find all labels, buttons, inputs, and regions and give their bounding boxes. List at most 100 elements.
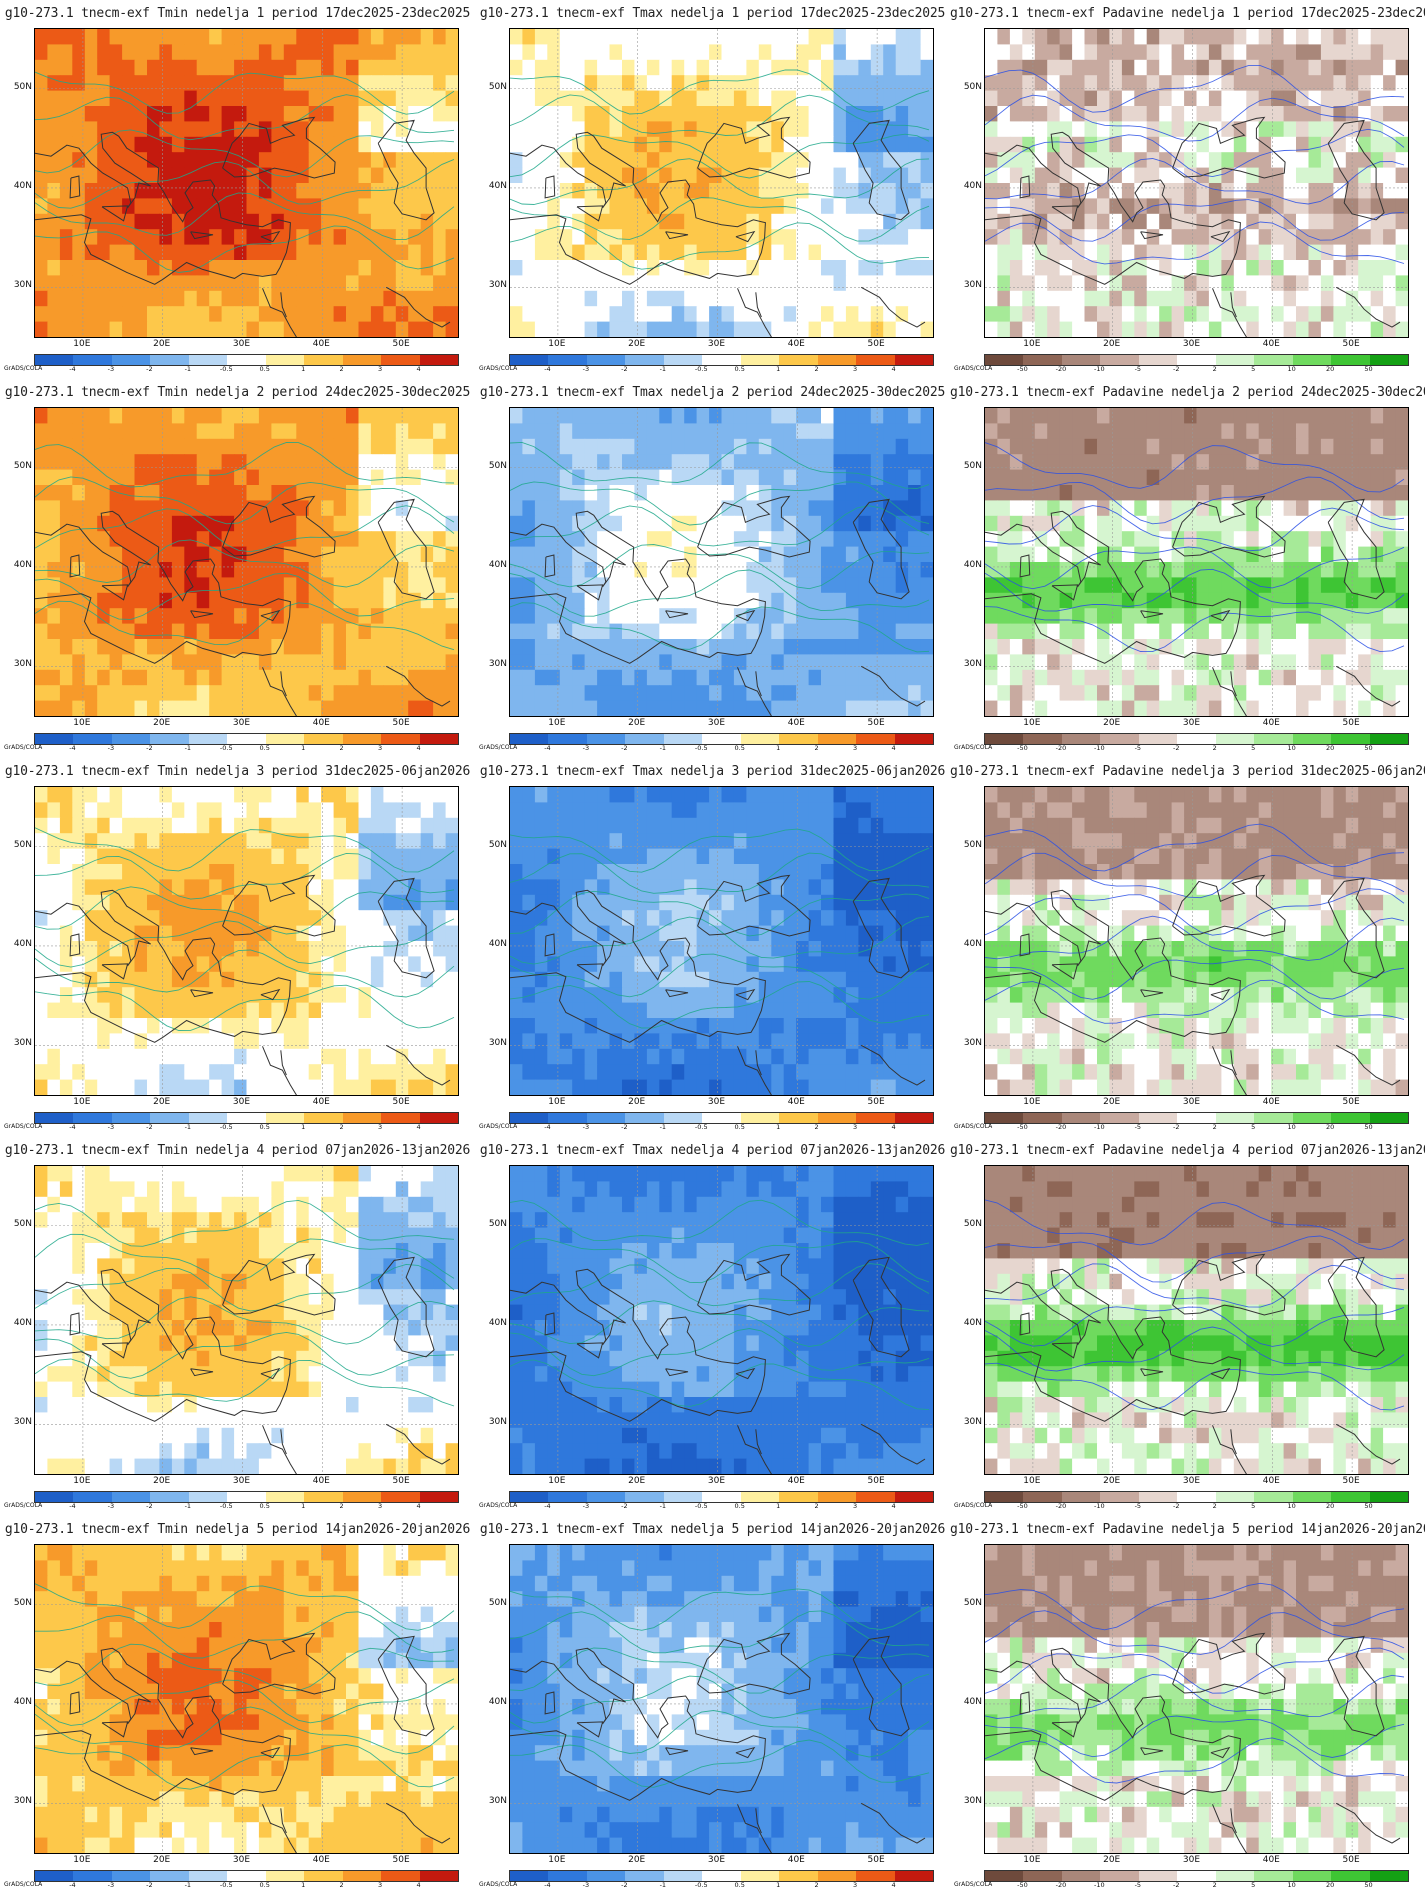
anomaly-cell <box>534 639 548 655</box>
anomaly-cell <box>895 229 909 246</box>
anomaly-cell <box>1134 700 1148 716</box>
anomaly-cell <box>445 136 458 153</box>
anomaly-cell <box>1171 669 1185 686</box>
anomaly-cell <box>696 500 710 517</box>
anomaly-cell <box>1283 700 1297 716</box>
anomaly-cell <box>221 864 235 880</box>
anomaly-cell <box>1271 290 1285 307</box>
anomaly-cell <box>609 639 623 655</box>
anomaly-cell <box>1134 44 1148 61</box>
anomaly-cell <box>821 454 834 471</box>
anomaly-cell <box>445 669 458 686</box>
anomaly-cell <box>109 639 123 655</box>
anomaly-cell <box>234 848 248 865</box>
anomaly-cell <box>1097 515 1110 532</box>
anomaly-cell <box>985 183 998 199</box>
anomaly-cell <box>84 59 98 76</box>
anomaly-cell <box>97 654 111 671</box>
anomaly-cell <box>883 454 897 471</box>
anomaly-cell <box>796 515 810 532</box>
anomaly-cell <box>534 515 548 532</box>
anomaly-cell <box>808 669 822 686</box>
anomaly-cell <box>1383 500 1397 517</box>
anomaly-cell <box>1159 121 1173 138</box>
anomaly-cell <box>659 306 673 323</box>
anomaly-cell <box>1383 260 1397 276</box>
anomaly-cell <box>1034 515 1048 532</box>
anomaly-cell <box>333 987 347 1004</box>
anomaly-cell <box>534 654 548 671</box>
anomaly-cell <box>522 198 536 215</box>
anomaly-cell <box>47 623 61 640</box>
colorbar-label: 5 <box>1251 365 1256 373</box>
anomaly-cell <box>296 700 310 716</box>
anomaly-cell <box>271 485 285 501</box>
anomaly-cell <box>209 879 223 896</box>
anomaly-cell <box>283 44 297 61</box>
anomaly-cell <box>420 531 434 548</box>
anomaly-cell <box>333 198 347 215</box>
anomaly-cell <box>246 136 260 153</box>
anomaly-cell <box>1084 213 1098 230</box>
anomaly-cell <box>709 198 723 215</box>
anomaly-cell <box>408 1048 422 1065</box>
anomaly-cell <box>771 669 785 686</box>
anomaly-cell <box>1047 408 1061 424</box>
anomaly-cell <box>1047 29 1061 45</box>
anomaly-cell <box>609 121 623 138</box>
anomaly-cell <box>572 592 586 609</box>
anomaly-cell <box>271 1064 285 1081</box>
anomaly-cell <box>895 531 909 548</box>
anomaly-cell <box>321 833 335 850</box>
map-canvas <box>35 29 458 337</box>
anomaly-cell <box>883 608 897 625</box>
anomaly-cell <box>159 608 173 625</box>
anomaly-cell <box>1308 306 1322 323</box>
anomaly-cell <box>321 685 335 702</box>
anomaly-cell <box>1333 592 1347 609</box>
anomaly-cell <box>134 515 148 532</box>
anomaly-cell <box>733 485 747 501</box>
anomaly-cell <box>808 623 822 640</box>
anomaly-cell <box>709 639 723 655</box>
anomaly-cell <box>597 44 611 61</box>
anomaly-cell <box>1159 531 1173 548</box>
anomaly-cell <box>171 910 185 927</box>
colorbar-label: 3 <box>378 744 383 752</box>
anomaly-cell <box>1258 408 1272 424</box>
anomaly-cell <box>221 408 235 424</box>
colorbar-label: -10 <box>1094 365 1105 373</box>
anomaly-cell <box>771 29 785 45</box>
anomaly-cell <box>209 229 223 246</box>
anomaly-cell <box>122 106 136 122</box>
anomaly-cell <box>184 438 198 455</box>
anomaly-cell <box>134 500 148 517</box>
anomaly-cell <box>258 423 272 440</box>
anomaly-cell <box>908 485 922 501</box>
anomaly-cell <box>370 608 384 625</box>
anomaly-cell <box>1009 685 1023 702</box>
anomaly-cell <box>358 321 372 337</box>
anomaly-cell <box>196 864 210 880</box>
anomaly-cell <box>609 500 623 517</box>
anomaly-cell <box>321 562 335 578</box>
anomaly-cell <box>609 244 623 261</box>
anomaly-cell <box>572 106 586 122</box>
anomaly-cell <box>321 910 335 927</box>
anomaly-cell <box>147 1079 160 1095</box>
anomaly-cell <box>72 817 86 834</box>
anomaly-cell <box>109 438 123 455</box>
anomaly-cell <box>333 562 347 578</box>
anomaly-cell <box>1171 260 1185 276</box>
anomaly-cell <box>646 608 660 625</box>
anomaly-cell <box>321 592 335 609</box>
anomaly-cell <box>771 423 785 440</box>
anomaly-cell <box>1109 546 1123 563</box>
anomaly-cell <box>258 1018 272 1034</box>
anomaly-cell <box>920 562 933 578</box>
anomaly-cell <box>171 44 185 61</box>
anomaly-cell <box>1109 136 1123 153</box>
anomaly-cell <box>796 260 810 276</box>
anomaly-cell <box>184 454 198 471</box>
colorbar-label: 2 <box>814 365 819 373</box>
